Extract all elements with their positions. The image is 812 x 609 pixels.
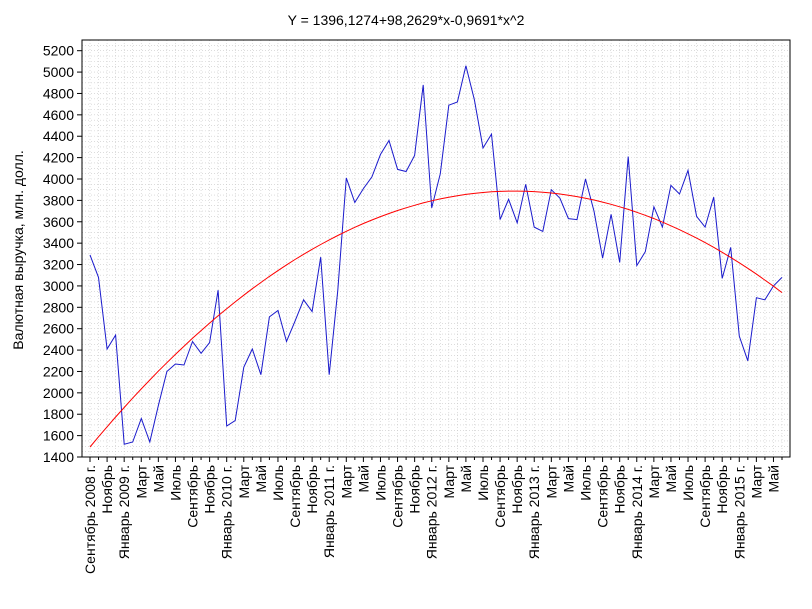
y-tick-label: 4400 — [43, 128, 74, 144]
x-tick-label: Сентябрь — [697, 465, 713, 528]
y-tick-label: 2000 — [43, 385, 74, 401]
x-tick-label: Ноябрь — [202, 465, 218, 514]
x-tick-label: Ноябрь — [612, 465, 628, 514]
y-axis-label: Валютная выручка, млн. долл. — [10, 150, 26, 350]
x-tick-label: Сентябрь — [185, 465, 201, 528]
y-tick-label: 3200 — [43, 257, 74, 273]
x-tick-label: Март — [133, 464, 149, 498]
x-tick-label: Ноябрь — [509, 465, 525, 514]
x-tick-label: Ноябрь — [99, 465, 115, 514]
y-tick-label: 4600 — [43, 107, 74, 123]
x-tick-label: Сентябрь 2008 г. — [82, 465, 98, 574]
x-tick-label: Сентябрь — [595, 465, 611, 528]
x-tick-label: Январь 2011 г. — [321, 465, 337, 558]
y-tick-label: 5000 — [43, 64, 74, 80]
x-tick-label: Январь 2014 г. — [629, 465, 645, 559]
series-line-observed — [89, 65, 783, 445]
y-tick-label: 2400 — [43, 342, 74, 358]
x-tick-label: Июль — [270, 465, 286, 501]
y-tick-label: 1400 — [43, 449, 74, 465]
x-tick-label: Январь 2013 г. — [526, 465, 542, 559]
x-tick-label: Март — [646, 464, 662, 498]
x-tick-label: Ноябрь — [714, 465, 730, 514]
y-ticks: 1400 1600 1800 2000 2200 2400 2600 2800 3000 3200… — [43, 43, 82, 465]
x-tick-label: Март — [543, 464, 559, 498]
y-tick-label: 4200 — [43, 150, 74, 166]
x-tick-label: Май — [253, 465, 269, 492]
y-tick-label: 3000 — [43, 278, 74, 294]
x-tick-label: Март — [441, 464, 457, 498]
y-tick-label: 3600 — [43, 214, 74, 230]
y-tick-label: 2600 — [43, 321, 74, 337]
x-tick-label: Сентябрь — [390, 465, 406, 528]
x-tick-label: Сентябрь — [287, 465, 303, 528]
y-tick-label: 5200 — [43, 43, 74, 59]
x-tick-label: Июль — [167, 465, 183, 501]
y-tick-label: 1600 — [43, 428, 74, 444]
x-tick-label: Май — [150, 465, 166, 492]
x-tick-label: Январь 2015 г. — [731, 465, 747, 559]
plot-frame — [81, 39, 791, 458]
x-tick-label: Март — [748, 464, 764, 498]
x-tick-label: Май — [663, 465, 679, 492]
y-tick-label: 1800 — [43, 406, 74, 422]
x-tick-label: Июль — [475, 465, 491, 501]
series-layer — [89, 65, 783, 448]
series-line-trend — [89, 190, 783, 448]
x-tick-label: Май — [458, 465, 474, 492]
x-tick-label: Январь 2009 г. — [116, 465, 132, 559]
y-tick-label: 3800 — [43, 192, 74, 208]
x-tick-label: Май — [355, 465, 371, 492]
y-tick-label: 2800 — [43, 299, 74, 315]
x-tick-label: Март — [236, 464, 252, 498]
y-tick-label: 4800 — [43, 85, 74, 101]
x-ticks: Сентябрь 2008 г. Ноябрь Январь 2009 г. Март… — [82, 457, 783, 574]
x-tick-label: Январь 2012 г. — [424, 465, 440, 559]
y-tick-label: 4000 — [43, 171, 74, 187]
x-tick-label: Март — [338, 464, 354, 498]
grid — [82, 39, 790, 458]
x-tick-label: Июль — [578, 465, 594, 501]
x-tick-label: Сентябрь — [492, 465, 508, 528]
x-tick-label: Май — [560, 465, 576, 492]
chart-title: Y = 1396,1274+98,2629*x-0,9691*x^2 — [288, 12, 525, 28]
y-tick-label: 2200 — [43, 363, 74, 379]
y-tick-label: 3400 — [43, 235, 74, 251]
x-tick-label: Май — [765, 465, 781, 492]
x-tick-label: Январь 2010 г. — [219, 465, 235, 559]
x-tick-label: Ноябрь — [407, 465, 423, 514]
x-tick-label: Июль — [372, 465, 388, 501]
x-tick-label: Ноябрь — [304, 465, 320, 514]
x-tick-label: Июль — [680, 465, 696, 501]
